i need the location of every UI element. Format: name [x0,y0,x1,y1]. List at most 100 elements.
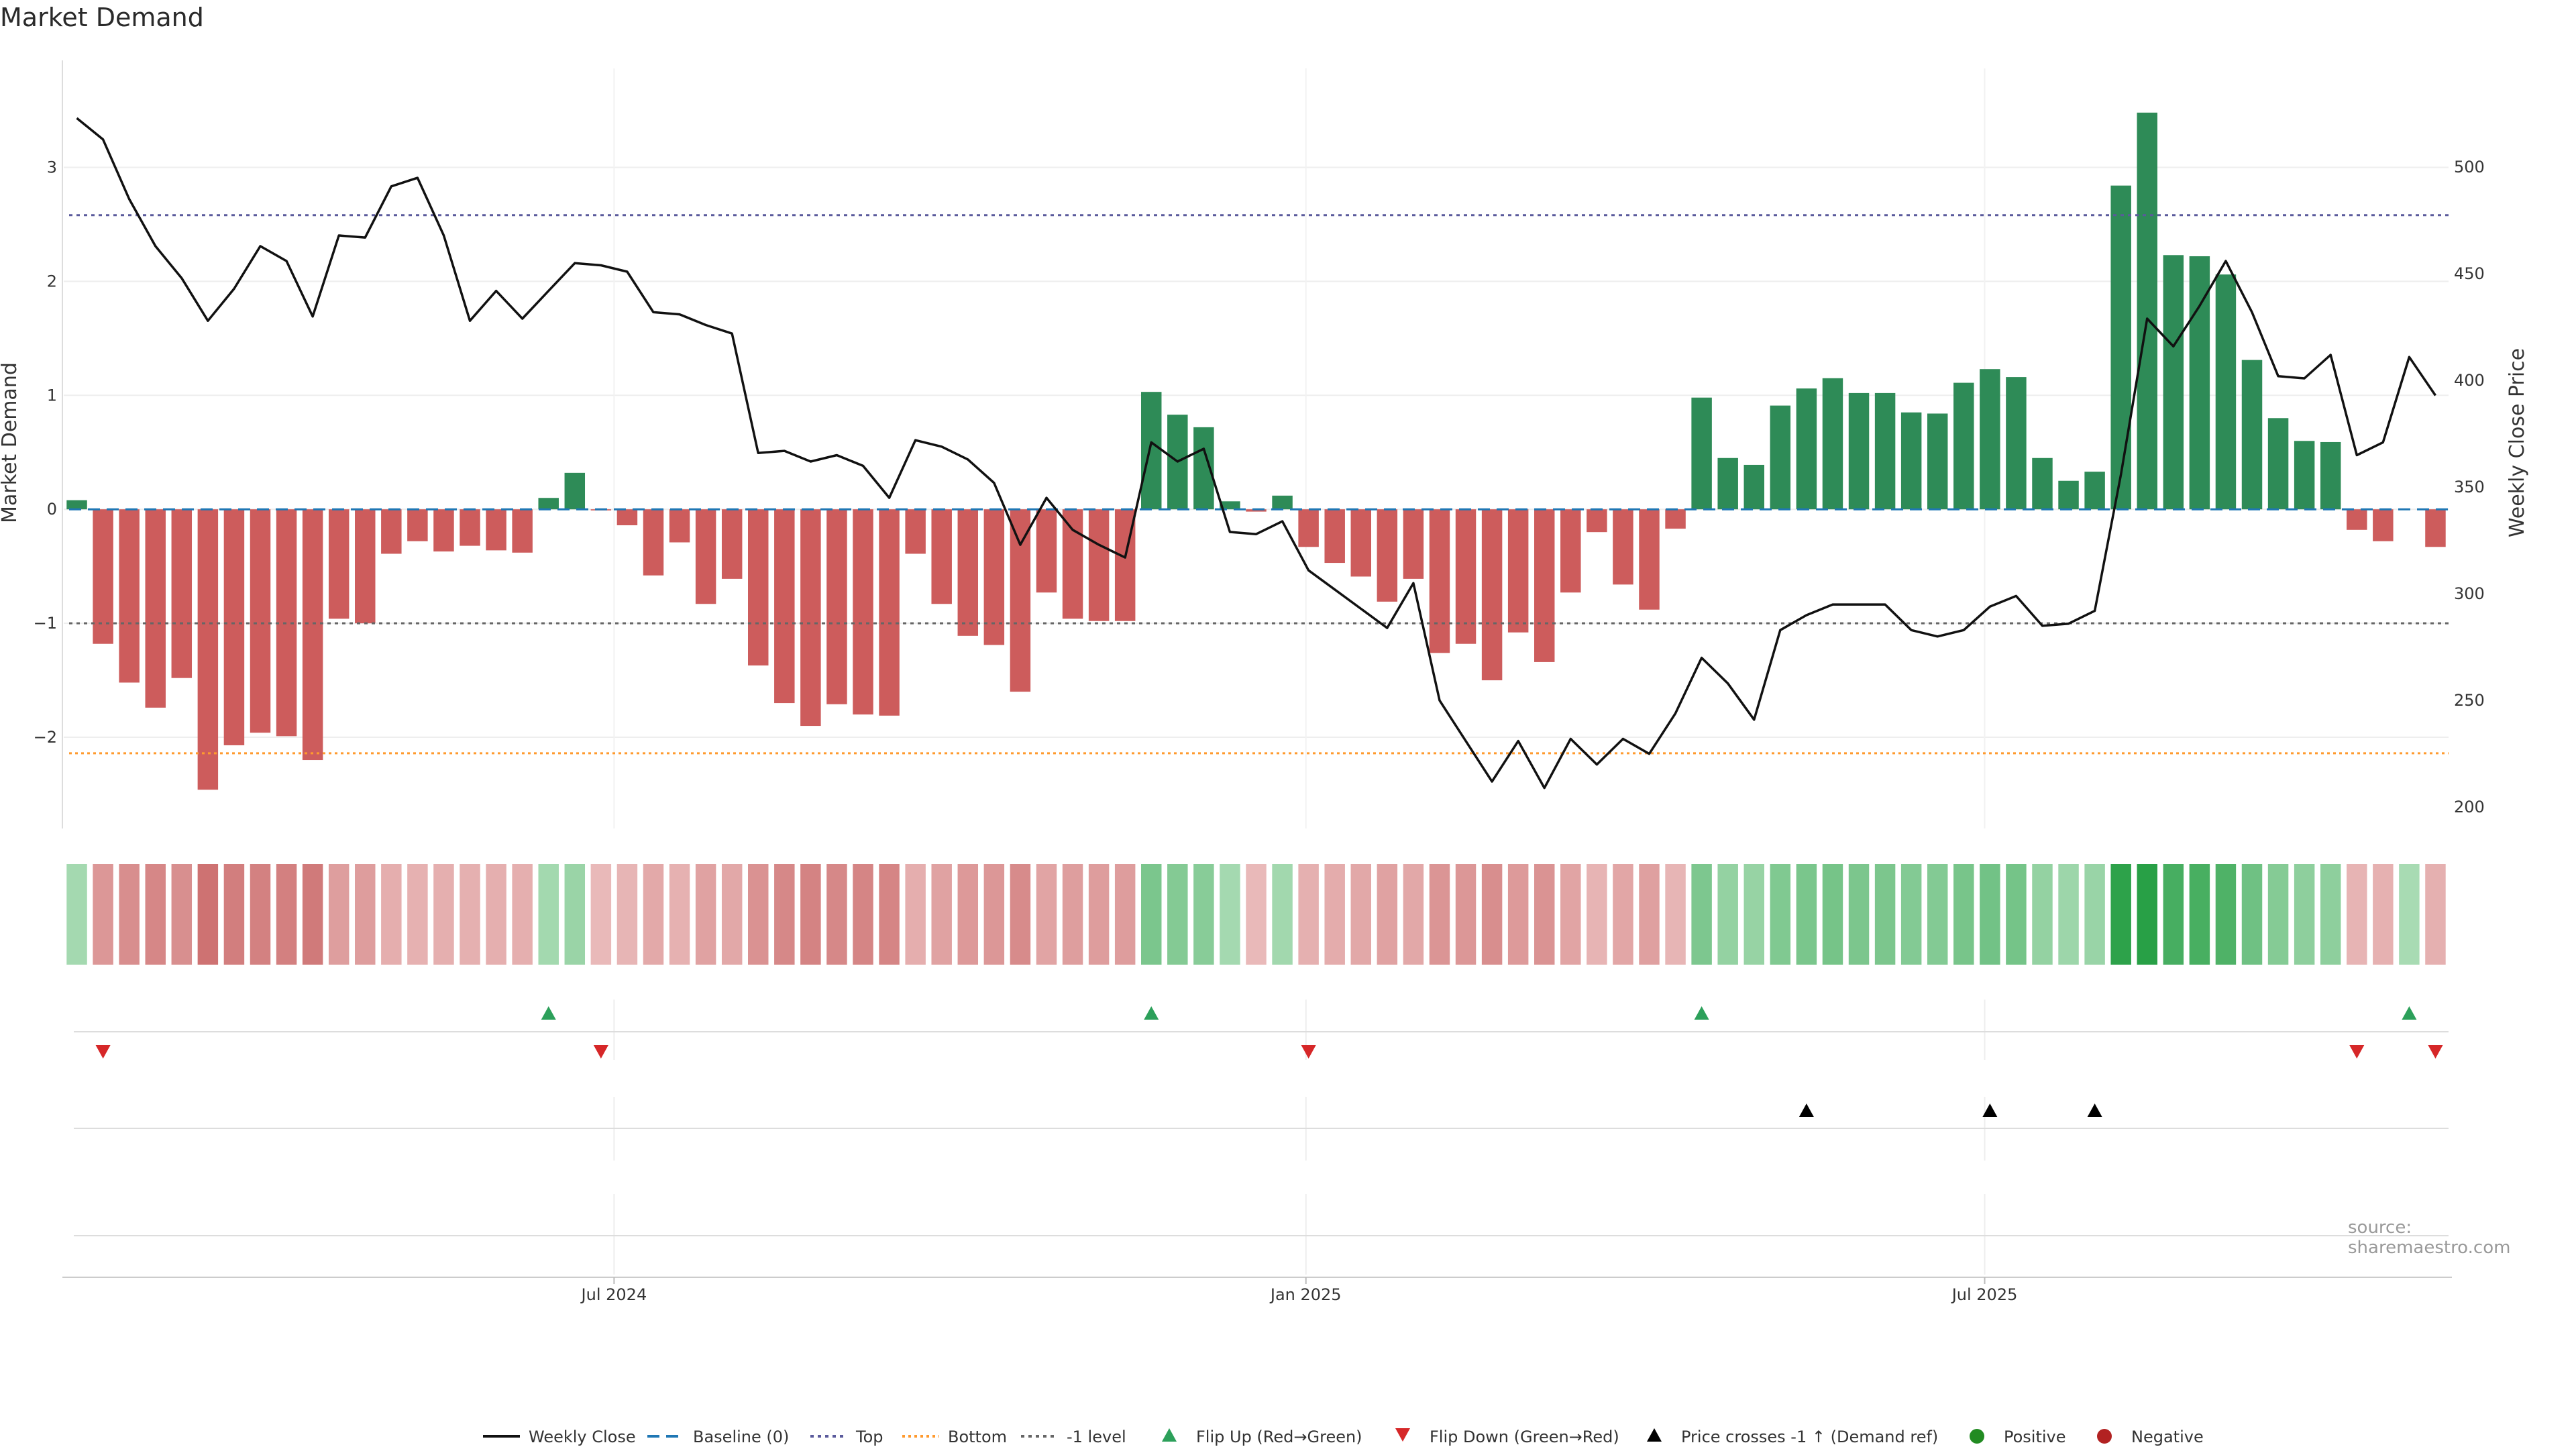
heat-cell [931,864,952,965]
demand-bar [1350,509,1371,577]
demand-bar [826,509,847,704]
demand-bar [1691,397,1712,510]
heat-cell [1639,864,1660,965]
demand-bar [197,509,219,790]
heat-cell [223,864,245,965]
legend-label: -1 level [1067,1428,1126,1446]
demand-bar [957,509,979,636]
demand-bar [1717,458,1738,510]
heat-cell [616,864,638,965]
heat-cell [1350,864,1371,965]
demand-bar [2110,185,2131,510]
heat-cell [1455,864,1477,965]
price-cross-marker [2087,1104,2102,1117]
demand-bar [616,509,638,526]
legend-swatch-negative [2097,1429,2112,1444]
heat-cell [1980,864,2000,965]
demand-bar [2320,441,2341,510]
demand-bar [302,509,323,761]
demand-bar [879,509,900,716]
chart-title: Market Demand [0,3,204,32]
heat-cell [590,864,612,965]
heat-cell [328,864,350,965]
legend-swatch-flip-up [1162,1428,1177,1442]
heat-cell [407,864,428,965]
flip-down-marker [593,1045,608,1059]
demand-bar [2032,458,2053,510]
demand-bar [1220,501,1240,510]
heat-cell [1036,864,1057,965]
heat-cell [774,864,795,965]
heat-cell [1717,864,1738,965]
demand-bar [1141,392,1162,510]
demand-bar [1953,382,1974,510]
legend-label: Top [855,1428,883,1446]
demand-bar [695,509,716,604]
demand-bar [800,509,821,727]
flip-down-marker [2349,1045,2365,1059]
demand-bar [643,509,664,576]
heat-cell [2425,864,2446,965]
heat-cell [2163,864,2184,965]
heat-cell [983,864,1005,965]
heat-cell [1613,864,1633,965]
demand-bar [538,498,559,510]
heat-cell [1900,864,1922,965]
demand-bar [460,509,480,546]
demand-bar [2373,509,2394,541]
price-cross-marker [1799,1104,1814,1117]
heat-cell [2320,864,2341,965]
heat-cell [2137,864,2157,965]
legend-label: Flip Down (Green→Red) [1430,1428,1619,1446]
legend-label: Bottom [948,1428,1007,1446]
demand-bar [1980,369,2000,510]
demand-bar [1848,392,1870,510]
heat-cell [1560,864,1581,965]
demand-bar [853,509,873,715]
legend-swatch-price-cross [1647,1428,1662,1442]
demand-bar [2006,377,2027,510]
heat-cell [957,864,979,965]
demand-bar [2215,274,2237,510]
demand-bar [1927,413,1948,510]
heat-cell [564,864,586,965]
demand-bar [1088,509,1110,621]
heat-cell [1114,864,1136,965]
demand-bar [2294,441,2315,510]
heat-cell [2215,864,2237,965]
demand-bar [748,509,769,666]
demand-bar [774,509,795,704]
legend-label: Baseline (0) [693,1428,789,1446]
heat-cell [748,864,769,965]
heat-cell [2058,864,2079,965]
demand-bar [433,509,454,552]
heat-cell [1587,864,1607,965]
demand-bar [931,509,952,604]
heat-cell [1691,864,1712,965]
x-tick-label: Jul 2024 [580,1285,647,1304]
y2-tick-label: 450 [2454,264,2485,283]
demand-bar [328,509,350,619]
demand-bar [407,509,428,541]
demand-bar [1272,495,1293,510]
demand-bar [486,509,506,551]
demand-bar [2137,112,2157,510]
heat-cell [1167,864,1188,965]
heat-cell [1062,864,1083,965]
heat-cell [119,864,140,965]
heat-cell [145,864,166,965]
heat-cell [512,864,533,965]
heat-cell [1403,864,1424,965]
heat-cell [1193,864,1214,965]
demand-bar [1246,509,1267,512]
heat-cell [1848,864,1870,965]
demand-bar [2163,255,2184,510]
y-tick-label: 2 [47,272,57,290]
demand-bar [1429,509,1450,653]
demand-bar [2084,472,2105,510]
heat-cell [538,864,559,965]
y2-tick-label: 300 [2454,584,2485,603]
demand-bar [1639,509,1660,610]
heat-cell [826,864,847,965]
heat-cell [1874,864,1896,965]
